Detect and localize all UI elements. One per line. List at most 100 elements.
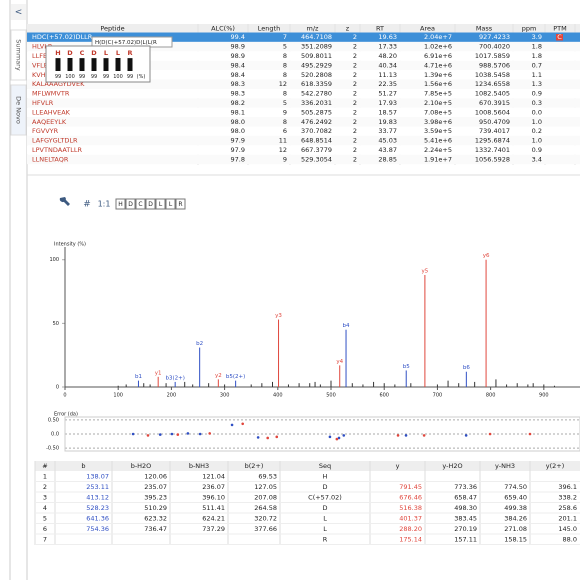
error-point [241,422,244,426]
ion-cell: 201.1 [558,514,577,522]
table-row[interactable] [27,79,580,89]
x-tick-label: 0 [63,393,66,399]
sidebar-tab[interactable] [10,84,27,136]
table-cell: 6 [283,127,287,135]
x-tick-label: 900 [539,393,549,399]
peptide-cell[interactable]: HDC(+57.02)DLLR [32,33,93,41]
peptide-cell[interactable]: LLEAHVEAK [32,108,71,116]
peptide-cell[interactable]: LAFGYGLTDLR [32,137,78,145]
ion-cell: 659.40 [504,493,527,501]
table-cell: 18.57 [378,108,397,116]
table-row[interactable] [27,135,580,146]
ion-cell: 264.58 [254,504,277,512]
table-cell: 12 [279,80,287,88]
ptm-badge [556,34,563,41]
table-cell: 1.0 [532,137,542,145]
residue-box [125,198,136,210]
sidebar-tab-label[interactable]: De Novo [15,96,23,124]
table-row[interactable] [27,60,580,71]
peptide-cell[interactable]: LLNELTAQR [32,155,69,163]
table-cell: 3.9 [532,33,542,41]
peptide-cell[interactable]: LPVTNDAATLLR [32,146,82,154]
table-cell: 2 [353,108,357,116]
error-point [146,434,150,437]
table-cell: 99.4 [231,33,245,41]
y-tick-label: -0.50 [46,446,59,452]
wrench-icon[interactable] [59,197,70,206]
tooltip-residue: H [55,49,60,57]
sidebar-tab-label[interactable]: Summary [15,39,23,71]
table-cell: 5 [283,99,287,107]
table-cell: 98.4 [231,71,245,79]
residue-box [145,198,156,210]
table-cell: 1234.6558 [475,80,510,88]
ratio-button[interactable]: 1:1 [98,200,111,209]
ion-cell: 175.14 [399,535,422,543]
table-cell: 618.3359 [301,80,332,88]
error-point [528,432,532,436]
ion-cell: 127.05 [254,483,277,491]
table-cell: 509.8011 [301,52,332,60]
ion-cell: D [322,483,327,491]
confidence-bar [79,58,85,71]
table-cell: 2 [353,33,357,41]
peak-label: y1 [155,370,162,376]
table-row[interactable] [27,32,580,42]
tooltip-residue: D [91,49,97,57]
table-cell: 2 [353,137,357,145]
table-cell: 98.0 [231,118,245,126]
residue: L [169,201,173,208]
table-cell: 8 [283,90,287,98]
table-cell: 11.13 [378,71,397,79]
ion-cell: 395.23 [144,493,167,501]
table-cell: 0.9 [532,146,542,154]
table-cell: 2 [353,146,357,154]
table-row[interactable] [27,41,580,52]
peptide-cell[interactable]: HFVLR [32,99,54,107]
table-cell: 2 [353,52,357,60]
table-cell: 1.56e+6 [424,80,452,88]
table-row[interactable] [27,107,580,118]
peak-label: b3(2+) [165,375,184,381]
table-cell: 1332.7401 [475,146,510,154]
table-cell: 476.2492 [301,118,332,126]
ion-cell: L [323,514,327,522]
confidence-bar [91,58,97,71]
residue-box [175,198,186,210]
table-row[interactable] [27,145,580,155]
table-cell: 670.3915 [479,99,510,107]
residue-box [165,198,176,210]
peak-label: y5 [422,269,429,275]
table-row[interactable] [27,51,580,61]
ion-cell: 3 [43,493,47,501]
table-row[interactable] [27,154,580,165]
table-row[interactable] [27,117,580,127]
peptide-cell[interactable]: HLVLR [32,43,53,51]
ion-cell: 69.53 [258,472,277,480]
table-row[interactable] [27,88,580,99]
table-row[interactable] [27,98,580,108]
residue: C [138,201,142,208]
table-row[interactable] [27,126,580,136]
table-cell: 1.1 [532,71,542,79]
confidence-bar [103,58,109,71]
ion-cell: 1 [43,472,47,480]
peptide-cell[interactable]: FGVVYR [32,127,59,135]
x-tick-label: 600 [379,393,389,399]
column-header: ppm [522,25,537,33]
peptide-cell[interactable]: KALAAAGYDVEK [32,80,85,88]
confidence-label: 99 [127,74,133,80]
collapse-button[interactable]: < [15,8,23,18]
table-cell: 19.83 [378,118,397,126]
hash-button[interactable]: # [83,200,91,210]
residue-box [135,198,146,210]
ion-column-header: # [42,462,47,470]
peptide-cell[interactable]: AAQEEYLK [32,118,67,126]
sidebar-tab[interactable] [10,29,27,81]
peptide-cell[interactable]: MFLWMVTR [32,90,70,98]
ion-cell: D [322,504,327,512]
table-row[interactable] [27,70,580,80]
ion-cell: 791.45 [399,483,422,491]
table-cell: 45.03 [378,137,397,145]
